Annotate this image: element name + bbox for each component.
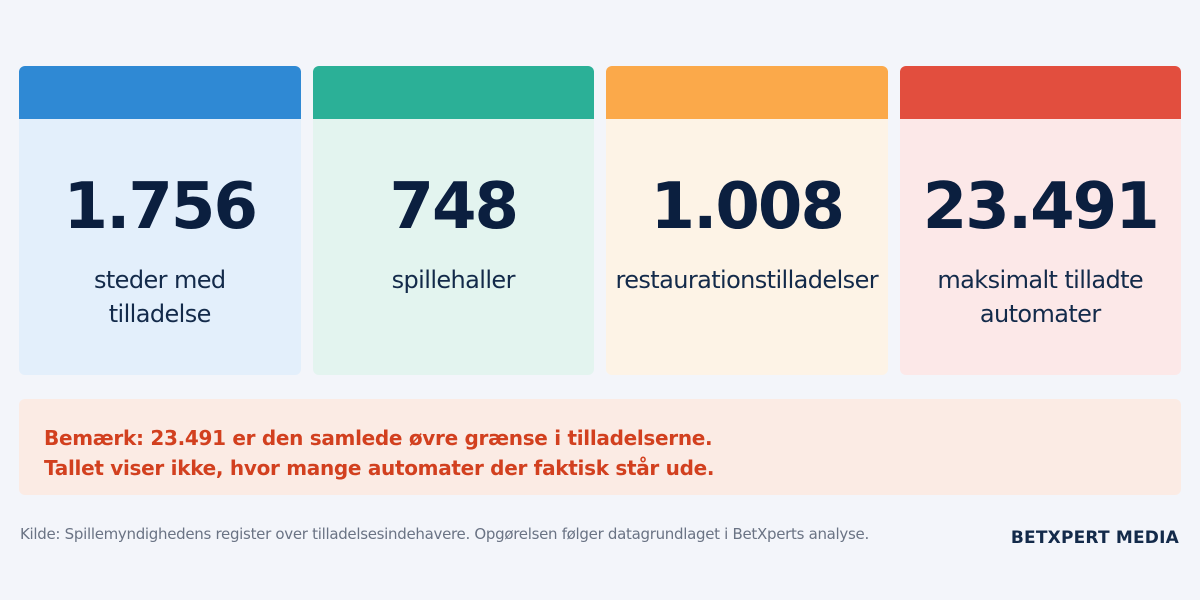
stat-value: 748 bbox=[389, 170, 519, 244]
stat-card-arcades: 748 spillehaller bbox=[312, 66, 594, 375]
stat-label: maksimalt tilladte automater bbox=[937, 266, 1144, 328]
note-line-2: Tallet viser ikke, hvor mange automater … bbox=[44, 456, 715, 480]
card-accent-bar bbox=[312, 66, 594, 119]
note-box: Bemærk: 23.491 er den samlede øvre græns… bbox=[19, 399, 1181, 495]
card-accent-bar bbox=[899, 66, 1181, 119]
card-body: 1.008 restaurationstilladelser bbox=[606, 119, 888, 375]
card-body: 23.491 maksimalt tilladte automater bbox=[899, 119, 1181, 375]
stat-label: steder med tilladelse bbox=[93, 266, 226, 328]
stat-value: 1.756 bbox=[63, 170, 258, 244]
stat-card-max-machines: 23.491 maksimalt tilladte automater bbox=[899, 66, 1181, 375]
note-line-1: Bemærk: 23.491 er den samlede øvre græns… bbox=[44, 426, 713, 450]
stat-label: restaurationstilladelser bbox=[615, 266, 878, 294]
stat-card-locations: 1.756 steder med tilladelse bbox=[19, 66, 301, 375]
source-text: Kilde: Spillemyndighedens register over … bbox=[20, 525, 869, 543]
stat-card-restaurant-licenses: 1.008 restaurationstilladelser bbox=[606, 66, 888, 375]
card-body: 1.756 steder med tilladelse bbox=[19, 119, 301, 375]
stat-label: spillehaller bbox=[391, 266, 516, 294]
stat-value: 23.491 bbox=[922, 170, 1160, 244]
stat-value: 1.008 bbox=[650, 170, 845, 244]
brand-logo-text: BETXPERT MEDIA bbox=[1010, 528, 1179, 548]
card-body: 748 spillehaller bbox=[312, 119, 594, 375]
stat-cards: 1.756 steder med tilladelse 748 spilleha… bbox=[19, 66, 1181, 375]
card-accent-bar bbox=[606, 66, 888, 119]
card-accent-bar bbox=[19, 66, 301, 119]
